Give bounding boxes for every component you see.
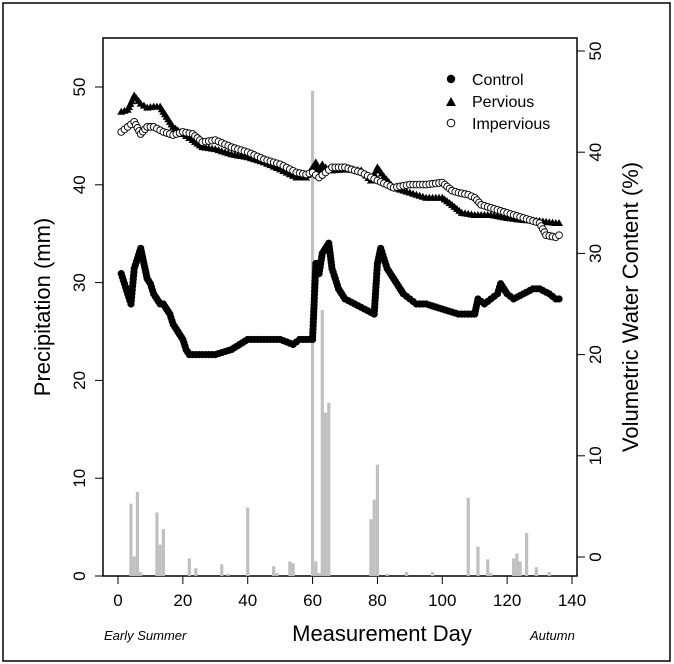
x-tick-label: 40 <box>238 591 257 610</box>
precip-bar <box>132 556 136 576</box>
precip-bar <box>272 566 276 576</box>
y-axis-right-title: Volumetric Water Content (%) <box>618 162 643 452</box>
precip-bar <box>327 402 331 576</box>
x-tick-label: 100 <box>428 591 456 610</box>
precip-bar <box>405 572 409 576</box>
precip-bar <box>369 519 373 576</box>
legend: Control Pervious Impervious <box>446 72 550 133</box>
precip-bar <box>547 572 551 576</box>
plot-area <box>102 37 578 577</box>
precip-bar <box>375 464 380 576</box>
precip-bar <box>226 574 230 576</box>
precip-bar <box>512 558 516 576</box>
precip-bar <box>155 512 159 576</box>
y-right-tick-label: 20 <box>586 345 605 364</box>
y-right-tick-label: 0 <box>586 552 605 561</box>
legend-marker-control <box>446 74 456 84</box>
x-tick-label: 60 <box>303 591 322 610</box>
marker-control <box>555 295 563 303</box>
precip-bar <box>275 573 279 576</box>
precip-bar <box>466 497 470 576</box>
precip-bar <box>320 309 324 576</box>
precip-bar <box>129 503 133 576</box>
x-axis: 0 20 40 60 80 100 120 140 <box>113 576 586 610</box>
x-tick-label: 0 <box>113 591 122 610</box>
precip-bar <box>161 529 165 576</box>
precip-bar <box>430 572 435 576</box>
precip-bar <box>476 546 480 576</box>
precip-bar <box>194 568 198 576</box>
precip-bar <box>139 572 143 576</box>
precip-bar <box>385 574 389 576</box>
precip-bar <box>288 561 292 576</box>
y-left-tick-label: 20 <box>70 371 89 390</box>
precip-bar <box>220 564 224 576</box>
y-left-tick-label: 0 <box>70 571 89 580</box>
legend-marker-pervious <box>446 97 456 106</box>
y-right-tick-label: 40 <box>586 143 605 162</box>
marker-pervious <box>555 219 564 227</box>
precip-bar <box>291 563 295 576</box>
y-left-tick-label: 10 <box>70 469 89 488</box>
season-label-start: Early Summer <box>104 628 187 643</box>
precip-bar <box>158 544 162 576</box>
y-left-tick-label: 40 <box>70 175 89 194</box>
y-right-tick-label: 50 <box>586 42 605 61</box>
precip-bar <box>187 558 191 576</box>
y-right-tick-label: 30 <box>586 244 605 263</box>
y-right-tick-label: 10 <box>586 446 605 465</box>
y-axis-right: 0 10 20 30 40 50 <box>577 42 605 562</box>
x-tick-label: 80 <box>368 591 387 610</box>
legend-marker-impervious <box>446 118 456 128</box>
precip-bar <box>486 559 490 576</box>
season-label-end: Autumn <box>529 628 575 643</box>
x-tick-label: 140 <box>558 591 586 610</box>
precip-bar <box>317 573 321 576</box>
precip-bar <box>246 507 250 576</box>
marker-impervious <box>555 231 563 240</box>
precip-bar <box>534 567 538 576</box>
y-axis-left-title: Precipitation (mm) <box>30 218 55 396</box>
precip-bar <box>525 532 529 576</box>
legend-label-pervious: Pervious <box>472 94 534 111</box>
precip-bar <box>515 553 519 576</box>
precip-bar <box>314 561 318 576</box>
legend-label-impervious: Impervious <box>472 116 550 133</box>
y-axis-left: 0 10 20 30 40 50 <box>70 78 103 581</box>
legend-label-control: Control <box>472 72 524 89</box>
precip-bar <box>518 561 522 576</box>
x-axis-title: Measurement Day <box>292 621 472 646</box>
precip-bar <box>372 499 376 576</box>
series-markers <box>117 91 564 359</box>
x-tick-label: 120 <box>493 591 521 610</box>
precip-bar <box>135 491 140 576</box>
precip-bar <box>489 573 493 576</box>
precip-bar <box>323 412 328 576</box>
y-left-tick-label: 50 <box>70 78 89 97</box>
x-tick-label: 20 <box>173 591 192 610</box>
y-left-tick-label: 30 <box>70 273 89 292</box>
